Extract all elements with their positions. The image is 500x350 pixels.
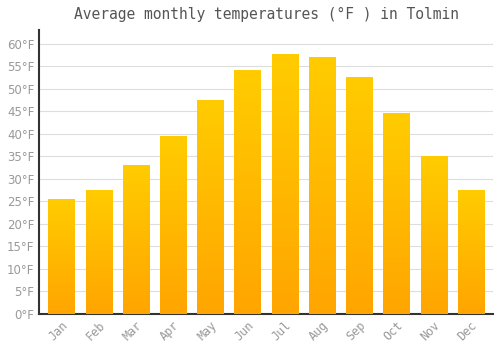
Title: Average monthly temperatures (°F ) in Tolmin: Average monthly temperatures (°F ) in To…	[74, 7, 458, 22]
